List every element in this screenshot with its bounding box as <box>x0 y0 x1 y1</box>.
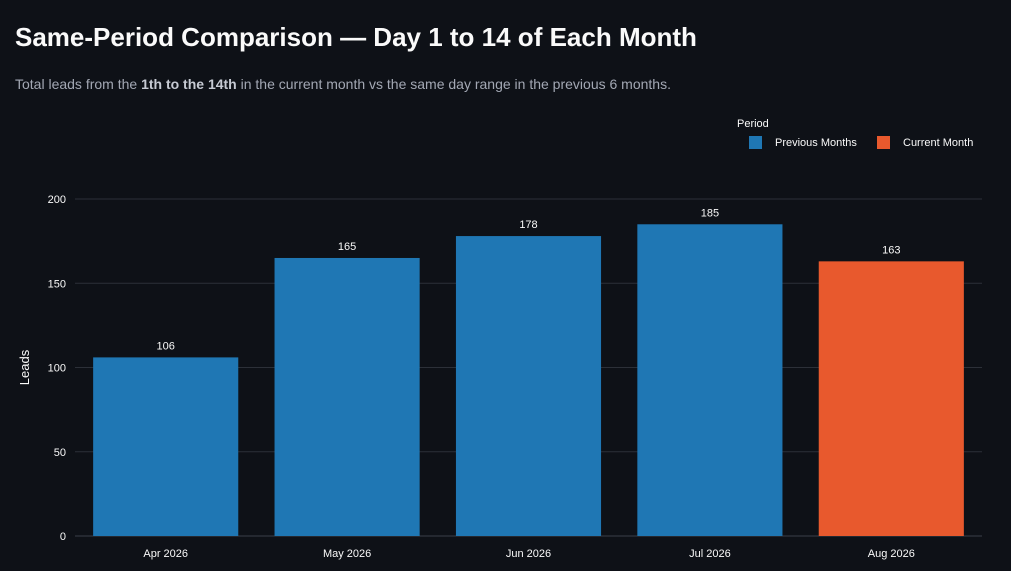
subtitle-text-start: Total leads from the <box>15 76 142 92</box>
y-axis-title: Leads <box>17 349 32 385</box>
y-tick-label: 200 <box>48 194 66 206</box>
legend-title: Period <box>737 118 769 130</box>
data-label: 163 <box>882 244 900 256</box>
x-tick-label: May 2026 <box>323 548 371 560</box>
y-tick-label: 100 <box>48 363 66 375</box>
subtitle-bold-range: 1th to the 14th <box>141 76 237 92</box>
y-tick-label: 0 <box>60 531 66 543</box>
axes: 0 50 100 150 200 Leads Apr 2026 May 2026 Jun 202… <box>17 194 915 560</box>
x-tick-label: Apr 2026 <box>143 548 188 560</box>
bar[interactable] <box>818 261 964 536</box>
x-tick-label: Aug 2026 <box>868 548 915 560</box>
data-label: 106 <box>157 340 175 352</box>
y-tick-label: 50 <box>54 447 66 459</box>
x-tick-label: Jun 2026 <box>506 548 551 560</box>
data-label: 178 <box>519 219 537 231</box>
legend[interactable]: Period Previous Months Current Month <box>737 118 973 149</box>
page-subtitle: Total leads from the 1th to the 14th in … <box>15 76 671 92</box>
data-labels: 106 165 178 185 163 <box>157 207 901 352</box>
legend-swatch[interactable] <box>877 136 890 149</box>
data-label: 165 <box>338 241 356 253</box>
bar[interactable] <box>274 257 420 536</box>
bar[interactable] <box>455 236 602 536</box>
bar[interactable] <box>93 357 239 536</box>
legend-entry-label[interactable]: Previous Months <box>775 137 857 149</box>
bars <box>93 224 964 536</box>
page-title: Same-Period Comparison — Day 1 to 14 of … <box>15 22 697 52</box>
legend-swatch[interactable] <box>749 136 762 149</box>
bar[interactable] <box>637 224 783 536</box>
legend-entry-label[interactable]: Current Month <box>903 137 973 149</box>
y-tick-label: 150 <box>48 278 66 290</box>
data-label: 185 <box>701 207 719 219</box>
x-tick-label: Jul 2026 <box>689 548 731 560</box>
subtitle-text-end: in the current month vs the same day ran… <box>236 76 671 92</box>
